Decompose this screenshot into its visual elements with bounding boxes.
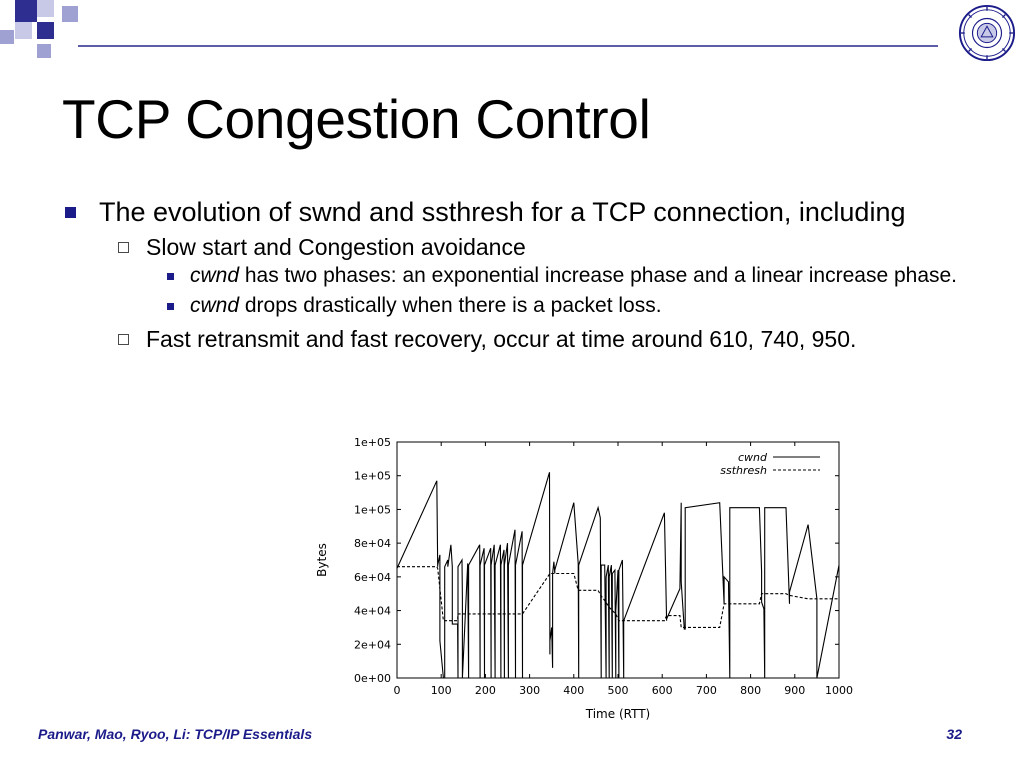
y-tick-label: 6e+04 [354, 571, 391, 584]
y-tick-label: 8e+04 [354, 537, 391, 550]
x-tick-label: 500 [608, 684, 629, 697]
small-square-bullet-icon [167, 303, 174, 310]
y-tick-label: 1e+05 [354, 470, 391, 483]
bullet-level3: cwnd drops drastically when there is a p… [62, 294, 982, 318]
cwnd-term: cwnd [190, 264, 240, 287]
x-tick-label: 700 [696, 684, 717, 697]
x-axis-ticks: 0 100 200 300 400 500 600 700 800 900 1000 [394, 442, 853, 697]
x-tick-label: 400 [563, 684, 584, 697]
university-seal-icon [958, 4, 1016, 62]
small-square-bullet-icon [167, 273, 174, 280]
page-number: 32 [946, 726, 962, 742]
series-line-cwnd [396, 472, 840, 679]
y-tick-label: 1e+05 [354, 436, 391, 449]
legend-label-ssthresh: ssthresh [720, 464, 767, 477]
y-tick-label: 0e+00 [354, 672, 391, 685]
x-tick-label: 600 [652, 684, 673, 697]
page-title: TCP Congestion Control [62, 88, 651, 150]
y-tick-label: 2e+04 [354, 638, 391, 651]
x-tick-label: 1000 [825, 684, 853, 697]
bullet-text: The evolution of swnd and ssthresh for a… [99, 197, 906, 227]
corner-decoration [0, 0, 80, 64]
x-tick-label: 300 [519, 684, 540, 697]
x-tick-label: 200 [475, 684, 496, 697]
y-tick-label: 4e+04 [354, 605, 391, 618]
x-axis-label: Time (RTT) [585, 707, 650, 721]
series-line-ssthresh [397, 566, 839, 628]
legend-label-cwnd: cwnd [738, 451, 768, 464]
bullet-level3: cwnd has two phases: an exponential incr… [62, 264, 982, 288]
bullet-level1: The evolution of swnd and ssthresh for a… [62, 196, 982, 228]
plot-frame [396, 441, 840, 679]
y-axis-label: Bytes [315, 543, 329, 577]
bullet-level2: Fast retransmit and fast recovery, occur… [62, 326, 986, 352]
hollow-square-bullet-icon [118, 242, 129, 253]
cwnd-ssthresh-chart: 0e+00 2e+04 4e+04 6e+04 8e+04 1e+05 1e+05 1e+05… [315, 436, 853, 721]
bullet-text: drops drastically when there is a packet… [239, 294, 662, 317]
hollow-square-bullet-icon [118, 334, 129, 345]
bullet-text: has two phases: an exponential increase … [239, 264, 958, 287]
bullet-text: Fast retransmit and fast recovery, occur… [146, 326, 857, 352]
title-rule [78, 45, 938, 47]
x-tick-label: 900 [784, 684, 805, 697]
bullet-level2: Slow start and Congestion avoidance [62, 234, 982, 260]
x-tick-label: 0 [394, 684, 401, 697]
legend: cwnd ssthresh [720, 451, 820, 477]
series-group [396, 472, 840, 679]
bullet-list: The evolution of swnd and ssthresh for a… [62, 196, 982, 352]
x-tick-label: 100 [431, 684, 452, 697]
footer-authors: Panwar, Mao, Ryoo, Li: TCP/IP Essentials [38, 726, 313, 742]
y-axis-ticks: 0e+00 2e+04 4e+04 6e+04 8e+04 1e+05 1e+05 1e+05 [354, 436, 839, 685]
bullet-text: Slow start and Congestion avoidance [146, 234, 526, 260]
y-tick-label: 1e+05 [354, 503, 391, 516]
square-bullet-icon [65, 207, 76, 218]
cwnd-term: cwnd [190, 294, 240, 317]
x-tick-label: 800 [740, 684, 761, 697]
